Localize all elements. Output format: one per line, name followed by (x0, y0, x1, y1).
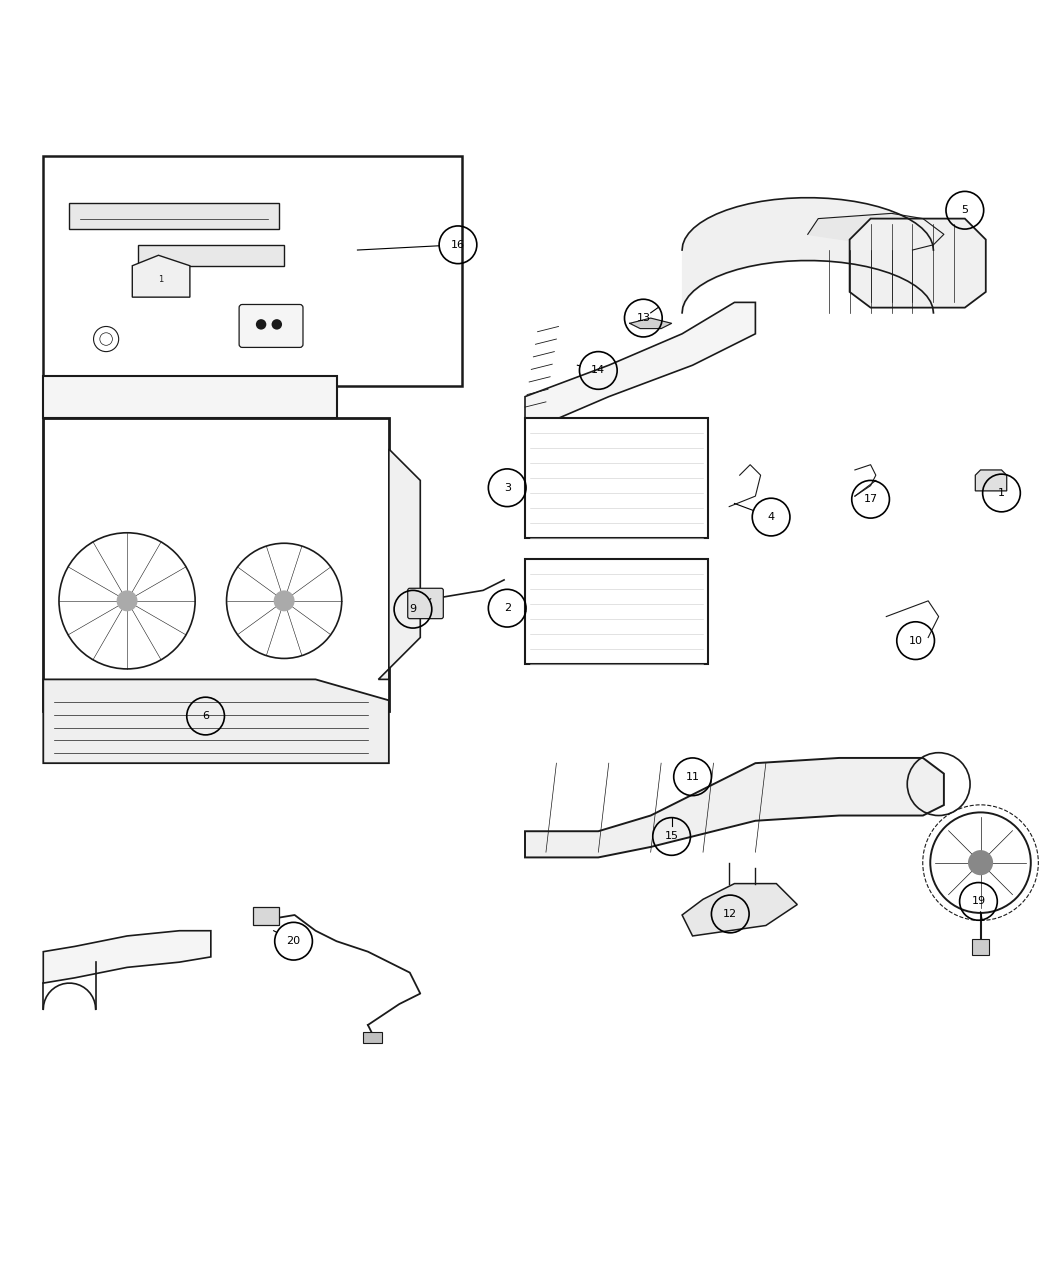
Bar (43, 376, 337, 418)
Polygon shape (975, 470, 1007, 491)
Polygon shape (43, 680, 388, 764)
Text: 3: 3 (504, 483, 510, 492)
Text: 11: 11 (686, 771, 699, 782)
Bar (972, 940, 989, 955)
Text: 1: 1 (998, 488, 1005, 499)
Circle shape (272, 319, 282, 330)
Text: 17: 17 (863, 495, 878, 505)
Text: 16: 16 (452, 240, 465, 250)
Text: 15: 15 (665, 831, 678, 842)
Circle shape (256, 319, 267, 330)
Bar (138, 245, 285, 265)
Text: 20: 20 (287, 936, 300, 946)
Bar (362, 1033, 381, 1043)
FancyBboxPatch shape (239, 305, 303, 347)
Polygon shape (682, 884, 797, 936)
FancyBboxPatch shape (43, 156, 462, 386)
Circle shape (117, 590, 138, 611)
Polygon shape (849, 218, 986, 307)
Text: 9: 9 (410, 604, 417, 615)
Polygon shape (525, 757, 944, 857)
Polygon shape (132, 255, 190, 297)
Bar (253, 907, 279, 926)
Text: 2: 2 (504, 603, 510, 613)
Bar (525, 418, 709, 538)
Text: 14: 14 (591, 366, 606, 375)
Circle shape (274, 590, 295, 611)
Polygon shape (525, 302, 755, 428)
Text: 4: 4 (768, 513, 775, 521)
Polygon shape (630, 317, 672, 329)
Text: 19: 19 (971, 896, 986, 907)
Polygon shape (807, 213, 944, 250)
Text: 6: 6 (202, 711, 209, 722)
Polygon shape (43, 931, 211, 983)
Bar (69, 203, 279, 229)
Text: 13: 13 (636, 314, 650, 323)
Text: 1: 1 (158, 275, 163, 284)
FancyBboxPatch shape (407, 588, 443, 618)
Circle shape (968, 850, 993, 875)
Text: 10: 10 (908, 636, 923, 645)
Bar (525, 558, 709, 664)
Bar (43, 418, 388, 710)
Text: 12: 12 (723, 909, 737, 919)
Polygon shape (378, 449, 420, 680)
Text: 5: 5 (962, 205, 968, 215)
